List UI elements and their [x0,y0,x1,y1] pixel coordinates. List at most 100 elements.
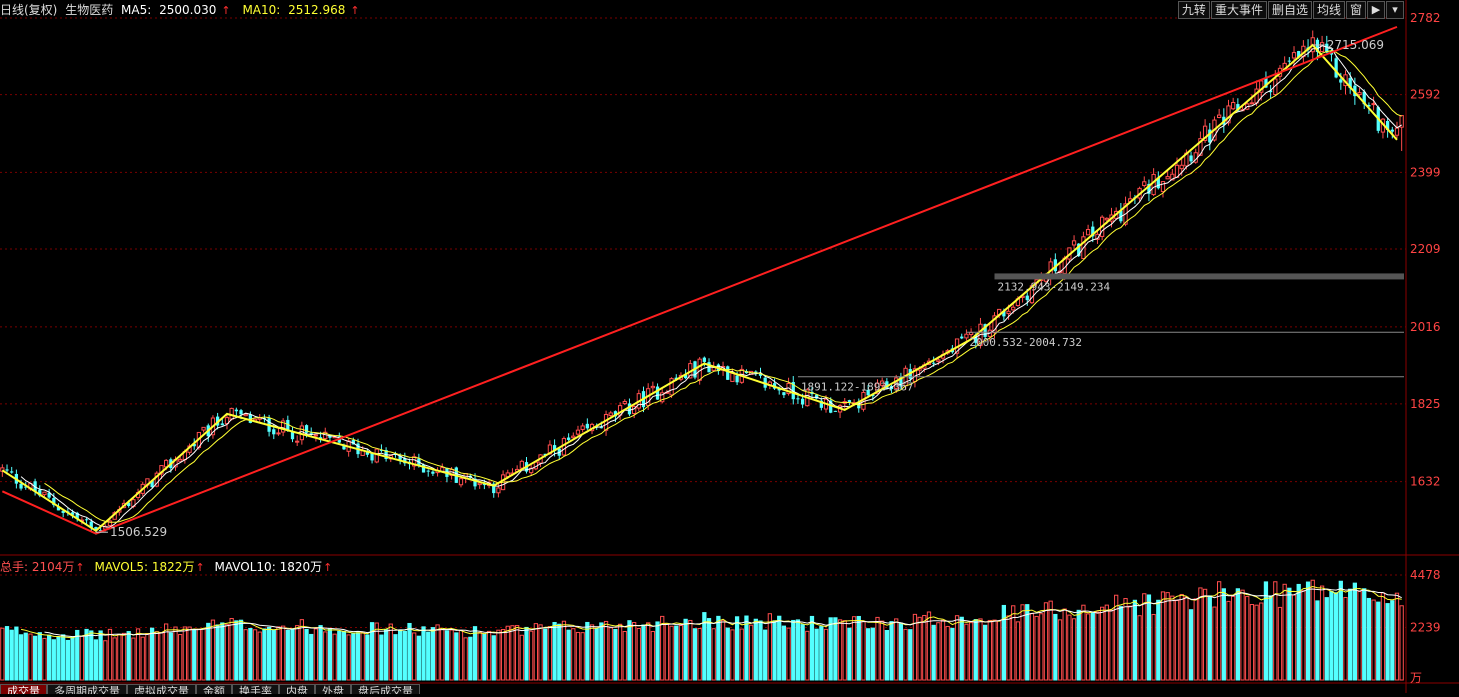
candle-body [313,434,319,437]
candle-body [398,455,402,460]
volume-bar [730,629,735,681]
volume-bar [79,635,85,681]
volume-bar [229,618,234,681]
volume-bar [1315,600,1320,681]
volume-bar [196,628,202,681]
window-button[interactable]: 窗 [1345,1,1366,19]
tab-turnover[interactable]: 换手率 [232,684,279,694]
volume-bar [515,625,520,681]
volume-bar [1273,581,1278,681]
volume-bar [1067,614,1072,681]
volume-bar [215,624,220,681]
candle-body [603,413,609,431]
volume-bar [379,634,384,681]
tab-multi-period-volume[interactable]: 多周期成交量 [47,684,127,694]
candle-body [1264,77,1268,88]
volume-bar [1081,604,1086,681]
mavol5-label: MAVOL5: [94,560,149,574]
candle-body [796,398,800,400]
volume-bar [421,626,426,681]
volume-bar [959,616,964,681]
mavol5-group: MAVOL5: 1822万↑ [94,560,208,574]
volume-bar [271,629,276,681]
mavol5-up-arrow-icon: ↑ [195,561,205,574]
volume-bar [201,628,206,681]
volume-bar [360,631,365,681]
candle-body [492,483,496,494]
volume-bar [524,626,529,681]
volume-bar [56,636,61,681]
candle-body [1085,228,1091,236]
volume-bar [1291,594,1297,681]
volume-bar [454,632,459,681]
tab-outer-volume[interactable]: 外盘 [315,684,351,694]
vol-value: 2104万 [31,560,75,574]
candle-body [552,445,557,451]
volume-bar [889,621,894,681]
volume-bar [1324,597,1329,681]
vol-label: 总手: [0,560,29,574]
candle-body [936,359,941,362]
tab-volume[interactable]: 成交量 [0,684,47,694]
volume-bar [238,619,244,681]
volume-bar [192,628,197,681]
volume-bar [1198,587,1203,681]
volume-bar [440,628,445,681]
volume-bar [1114,594,1119,681]
remove-watchlist-button[interactable]: 删自选 [1267,1,1312,19]
volume-bar [585,621,590,681]
volume-bar [1179,593,1184,681]
candle-body [281,420,286,433]
candle-body [1077,243,1081,257]
volume-bar [1085,613,1091,681]
volume-bar [622,631,627,681]
volume-bar [262,628,267,681]
price-tick-label: 2016 [1410,320,1441,334]
play-icon[interactable]: ▶ [1367,1,1385,19]
volume-bar [912,613,918,681]
volume-bar [1118,606,1123,681]
candle-body [1390,129,1394,132]
volume-bar [472,626,478,681]
nine-turn-button[interactable]: 九转 [1177,1,1210,19]
tab-inner-volume[interactable]: 内盘 [279,684,315,694]
volume-bar [1165,592,1170,681]
volume-bar [402,630,407,681]
volume-bar [42,637,47,681]
price-tick-label: 2399 [1410,165,1441,179]
volume-bar [149,627,155,681]
volume-bar [1268,595,1273,681]
candle-body [1208,129,1212,143]
volume-bar [374,622,379,681]
mavol10-label: MAVOL10: [214,560,276,574]
tab-after-hours-volume[interactable]: 盘后成交量 [351,684,420,694]
volume-bar [1334,592,1339,681]
tab-virtual-volume[interactable]: 虚拟成交量 [127,684,196,694]
volume-bar [823,628,829,681]
volume-bar [880,620,885,681]
candle-body [632,406,637,415]
candle-body [5,469,9,471]
candle-body [286,419,290,431]
moving-average-button[interactable]: 均线 [1312,1,1345,19]
volume-bar [416,635,421,681]
ma10-up-arrow-icon: ↑ [350,4,360,17]
candle-body [575,429,581,435]
volume-bar [561,620,567,681]
candle-body [782,392,786,396]
candle-body [880,380,885,386]
volume-bar [1376,601,1381,681]
tab-amount[interactable]: 金额 [196,684,232,694]
candle-body [229,407,234,420]
candle-body [660,392,665,403]
candle-body [519,460,524,469]
price-tick-label: 2209 [1410,242,1441,256]
major-events-button[interactable]: 重大事件 [1210,1,1267,19]
volume-bar [931,624,936,681]
volume-bar [1380,592,1386,681]
volume-bar [922,614,927,681]
chevron-down-icon[interactable]: ▾ [1386,1,1404,19]
volume-bar [131,637,136,681]
volume-bar [70,636,75,681]
